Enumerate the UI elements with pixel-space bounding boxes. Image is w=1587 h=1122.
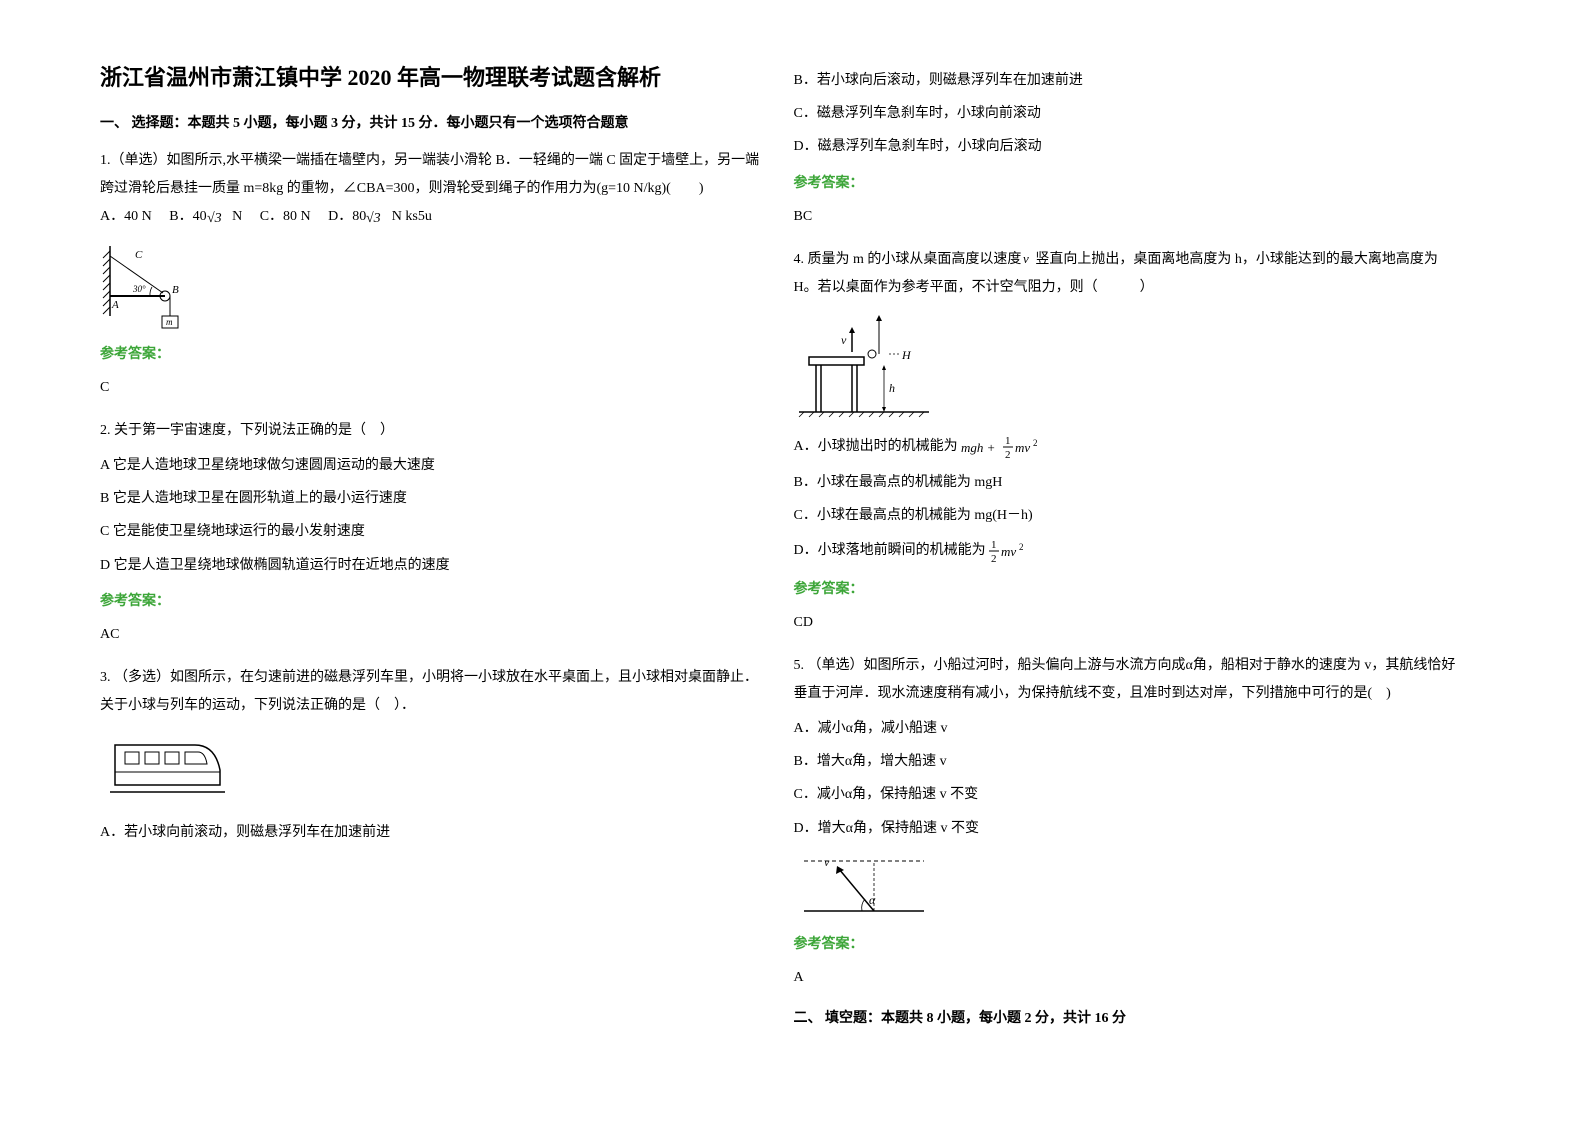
q1-figure: A C 30° B m — [100, 241, 764, 331]
svg-text:2: 2 — [1019, 542, 1024, 552]
answer-label: 参考答案： — [100, 341, 764, 369]
svg-text:30°: 30° — [132, 284, 146, 294]
document-title: 浙江省温州市萧江镇中学 2020 年高一物理联考试题含解析 — [100, 60, 764, 92]
svg-text:mgh +: mgh + — [961, 440, 995, 455]
q2-opt-b: B 它是人造地球卫星在圆形轨道上的最小运行速度 — [100, 486, 764, 511]
q3-opt-c: C．磁悬浮列车急刹车时，小球向前滚动 — [794, 101, 1458, 126]
formula-mgh-half-mv2: mgh + 1 2 mv 2 — [961, 432, 1041, 462]
q5-opt-c: C．减小α角，保持船速 v 不变 — [794, 782, 1458, 807]
right-column: B．若小球向后滚动，则磁悬浮列车在加速前进 C．磁悬浮列车急刹车时，小球向前滚动… — [794, 60, 1488, 1062]
q1-answer: C — [100, 374, 764, 402]
q4-text: 4. 质量为 m 的小球从桌面高度以速度v竖直向上抛出，桌面离地高度为 h，小球… — [794, 246, 1458, 302]
q1-opt-a: A．40 N — [100, 209, 152, 224]
svg-text:√3: √3 — [207, 211, 222, 226]
svg-text:2: 2 — [1033, 438, 1038, 448]
q1-text: 1.（单选）如图所示,水平横梁一端插在墙壁内，另一端装小滑轮 B．一轻绳的一端 … — [100, 147, 764, 203]
q3-opt-a: A．若小球向前滚动，则磁悬浮列车在加速前进 — [100, 820, 764, 845]
svg-text:H: H — [901, 348, 912, 362]
sqrt3-icon: √3 — [207, 208, 229, 226]
svg-text:v: v — [1023, 252, 1029, 266]
q1-opt-d: D．80 — [328, 209, 366, 224]
q3-opt-d: D．磁悬浮列车急刹车时，小球向后滚动 — [794, 134, 1458, 159]
q2-opt-c: C 它是能使卫星绕地球运行的最小发射速度 — [100, 519, 764, 544]
svg-text:√3: √3 — [366, 211, 381, 226]
q1-options-line: A．40 N B．40√3 N C．80 N D．80√3 N ks5u — [100, 203, 764, 231]
svg-text:h: h — [889, 381, 895, 395]
svg-text:B: B — [172, 284, 179, 296]
q5-opt-a: A．减小α角，减小船速 v — [794, 716, 1458, 741]
sqrt3-icon: √3 — [366, 208, 388, 226]
svg-text:v: v — [841, 333, 847, 347]
q3-opt-b: B．若小球向后滚动，则磁悬浮列车在加速前进 — [794, 68, 1458, 93]
question-2: 2. 关于第一宇宙速度，下列说法正确的是（ ） A 它是人造地球卫星绕地球做匀速… — [100, 417, 764, 649]
q1-opt-b-suffix: N — [229, 209, 243, 224]
svg-text:2: 2 — [991, 553, 997, 565]
q4-opt-a: A．小球抛出时的机械能为 mgh + 1 2 mv 2 — [794, 432, 1458, 462]
q5-figure: v α — [794, 851, 1458, 921]
var-v-icon: v — [1021, 252, 1035, 266]
q5-answer: A — [794, 964, 1458, 992]
q4-opt-a-prefix: A．小球抛出时的机械能为 — [794, 439, 958, 454]
q3-answer: BC — [794, 203, 1458, 231]
q2-text: 2. 关于第一宇宙速度，下列说法正确的是（ ） — [100, 417, 764, 445]
question-3: 3. （多选）如图所示，在匀速前进的磁悬浮列车里，小明将一小球放在水平桌面上，且… — [100, 664, 764, 845]
q4-text-part1: 4. 质量为 m 的小球从桌面高度以速度 — [794, 252, 1022, 267]
answer-label: 参考答案： — [794, 170, 1458, 198]
svg-text:mv: mv — [1015, 440, 1030, 455]
q5-opt-d: D．增大α角，保持船速 v 不变 — [794, 816, 1458, 841]
q5-opt-b: B．增大α角，增大船速 v — [794, 749, 1458, 774]
section1-header: 一、 选择题：本题共 5 小题，每小题 3 分，共计 15 分．每小题只有一个选… — [100, 112, 764, 132]
q1-opt-b: B．40 — [169, 209, 206, 224]
q2-answer: AC — [100, 621, 764, 649]
answer-label: 参考答案： — [100, 588, 764, 616]
svg-text:1: 1 — [1005, 435, 1011, 447]
q4-opt-b: B．小球在最高点的机械能为 mgH — [794, 470, 1458, 495]
q2-opt-d: D 它是人造卫星绕地球做椭圆轨道运行时在近地点的速度 — [100, 553, 764, 578]
svg-text:m: m — [166, 317, 173, 327]
section2-header: 二、 填空题：本题共 8 小题，每小题 2 分，共计 16 分 — [794, 1007, 1458, 1027]
question-3-cont: B．若小球向后滚动，则磁悬浮列车在加速前进 C．磁悬浮列车急刹车时，小球向前滚动… — [794, 68, 1458, 231]
svg-text:mv: mv — [1001, 544, 1016, 559]
question-4: 4. 质量为 m 的小球从桌面高度以速度v竖直向上抛出，桌面离地高度为 h，小球… — [794, 246, 1458, 637]
answer-label: 参考答案： — [794, 931, 1458, 959]
q2-opt-a: A 它是人造地球卫星绕地球做匀速圆周运动的最大速度 — [100, 453, 764, 478]
q4-figure: v H h — [794, 312, 1458, 422]
q1-opt-c: C．80 N — [260, 209, 311, 224]
q5-text: 5. （单选）如图所示，小船过河时，船头偏向上游与水流方向成α角，船相对于静水的… — [794, 652, 1458, 708]
q3-text: 3. （多选）如图所示，在匀速前进的磁悬浮列车里，小明将一小球放在水平桌面上，且… — [100, 664, 764, 720]
q4-opt-c: C．小球在最高点的机械能为 mg(H－h) — [794, 503, 1458, 528]
svg-text:C: C — [135, 249, 143, 261]
formula-half-mv2: 1 2 mv 2 — [989, 536, 1029, 566]
svg-text:2: 2 — [1005, 449, 1011, 461]
question-1: 1.（单选）如图所示,水平横梁一端插在墙壁内，另一端装小滑轮 B．一轻绳的一端 … — [100, 147, 764, 402]
q4-opt-d-prefix: D．小球落地前瞬间的机械能为 — [794, 543, 986, 558]
q1-opt-d-suffix: N ks5u — [388, 209, 432, 224]
svg-text:v: v — [824, 855, 830, 869]
svg-text:α: α — [869, 893, 876, 907]
q4-answer: CD — [794, 609, 1458, 637]
question-5: 5. （单选）如图所示，小船过河时，船头偏向上游与水流方向成α角，船相对于静水的… — [794, 652, 1458, 992]
q4-opt-d: D．小球落地前瞬间的机械能为 1 2 mv 2 — [794, 536, 1458, 566]
q3-figure — [100, 730, 764, 810]
answer-label: 参考答案： — [794, 576, 1458, 604]
left-column: 浙江省温州市萧江镇中学 2020 年高一物理联考试题含解析 一、 选择题：本题共… — [100, 60, 794, 1062]
svg-text:1: 1 — [991, 539, 997, 551]
svg-text:A: A — [111, 299, 119, 311]
